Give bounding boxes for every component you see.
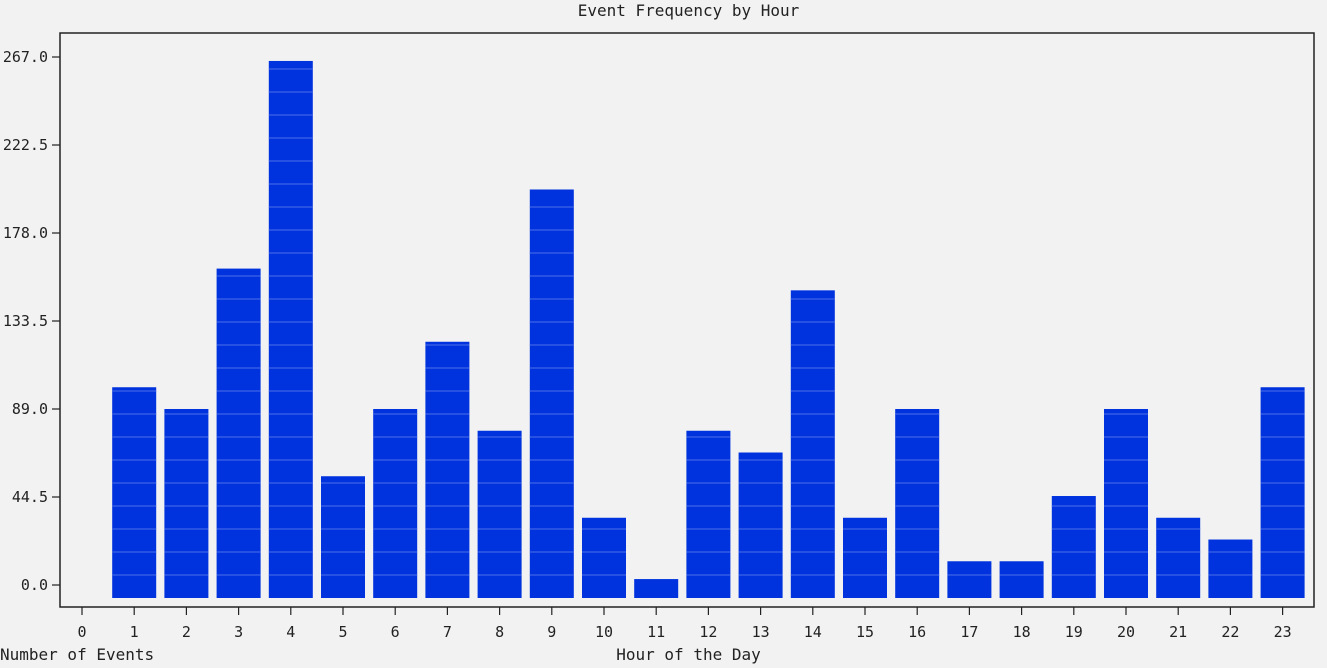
x-tick-label: 23	[1274, 623, 1292, 641]
x-tick-label: 16	[908, 623, 926, 641]
bar-rect	[1208, 539, 1253, 598]
y-tick-label: 89.0	[12, 400, 48, 418]
bars-group	[112, 60, 1305, 598]
x-axis-label: Hour of the Day	[616, 645, 761, 664]
x-tick-label: 22	[1221, 623, 1239, 641]
bar-hour-5	[321, 476, 365, 598]
chart-title: Event Frequency by Hour	[577, 1, 800, 20]
y-tick-label: 222.5	[3, 136, 48, 154]
bar-hour-21	[1156, 517, 1201, 598]
bar-hour-19	[1051, 496, 1096, 598]
bar-hour-6	[373, 409, 418, 598]
bar-hour-12	[686, 430, 731, 598]
bar-rect	[895, 409, 940, 598]
bar-hour-22	[1208, 539, 1253, 598]
x-tick-label: 3	[234, 623, 243, 641]
bar-hour-9	[529, 189, 574, 598]
bar-hour-11	[634, 579, 679, 598]
bar-hour-18	[999, 561, 1044, 598]
x-tick-label: 5	[338, 623, 347, 641]
bar-hour-1	[112, 387, 157, 598]
bar-rect	[321, 476, 365, 598]
bar-rect	[477, 430, 522, 598]
bar-rect	[582, 517, 626, 598]
bar-hour-15	[843, 517, 887, 598]
x-tick-label: 11	[647, 623, 665, 641]
y-tick-label: 178.0	[3, 224, 48, 242]
bar-hour-16	[895, 409, 940, 598]
y-tick-label: 0.0	[21, 576, 48, 594]
y-tick-label: 133.5	[3, 312, 48, 330]
bar-rect	[1156, 517, 1201, 598]
bar-rect	[999, 561, 1044, 598]
x-tick-label: 13	[752, 623, 770, 641]
x-tick-label: 12	[699, 623, 717, 641]
bar-rect	[164, 409, 209, 598]
x-tick-label: 21	[1169, 623, 1187, 641]
x-tick-label: 17	[960, 623, 978, 641]
bar-rect	[738, 452, 783, 598]
y-axis: 0.0 44.5 89.0 133.5 178.0 222.5 267.0	[3, 48, 60, 594]
x-tick-label: 0	[77, 623, 86, 641]
bar-rect	[790, 290, 835, 598]
x-tick-label: 2	[182, 623, 191, 641]
x-tick-label: 18	[1013, 623, 1031, 641]
bar-rect	[425, 341, 470, 598]
bar-rect	[1104, 409, 1148, 598]
bar-hour-10	[582, 517, 626, 598]
bar-hour-3	[216, 268, 261, 598]
y-tick-label: 44.5	[12, 488, 48, 506]
x-tick-label: 4	[286, 623, 295, 641]
bar-hour-7	[425, 341, 470, 598]
bar-rect	[686, 430, 731, 598]
bar-rect	[112, 387, 157, 598]
bar-rect	[947, 561, 992, 598]
bar-rect	[268, 60, 313, 598]
x-tick-label: 15	[856, 623, 874, 641]
bar-hour-4	[268, 60, 313, 598]
y-axis-label: Number of Events	[0, 645, 155, 664]
x-tick-label: 8	[495, 623, 504, 641]
bar-hour-13	[738, 452, 783, 598]
bar-rect	[843, 517, 887, 598]
x-axis: 0 1 2 3 4 5 6 7 8 9 10 11 12 13 14 15 16 17 18 19 20 21 22 23	[77, 607, 1292, 641]
x-tick-label: 10	[595, 623, 613, 641]
bar-rect	[529, 189, 574, 598]
x-tick-label: 9	[547, 623, 556, 641]
x-tick-label: 7	[443, 623, 452, 641]
bar-hour-17	[947, 561, 992, 598]
x-tick-label: 1	[130, 623, 139, 641]
bar-rect	[373, 409, 418, 598]
bar-rect	[1260, 387, 1305, 598]
bar-rect	[216, 268, 261, 598]
bar-hour-8	[477, 430, 522, 598]
bar-hour-20	[1104, 409, 1148, 598]
bar-hour-23	[1260, 387, 1305, 598]
bar-rect	[1051, 496, 1096, 598]
y-tick-label: 267.0	[3, 48, 48, 66]
x-tick-label: 19	[1065, 623, 1083, 641]
x-tick-label: 20	[1117, 623, 1135, 641]
x-tick-label: 6	[391, 623, 400, 641]
bar-hour-2	[164, 409, 209, 598]
x-tick-label: 14	[804, 623, 822, 641]
bar-hour-14	[790, 290, 835, 598]
bar-rect	[634, 579, 679, 598]
